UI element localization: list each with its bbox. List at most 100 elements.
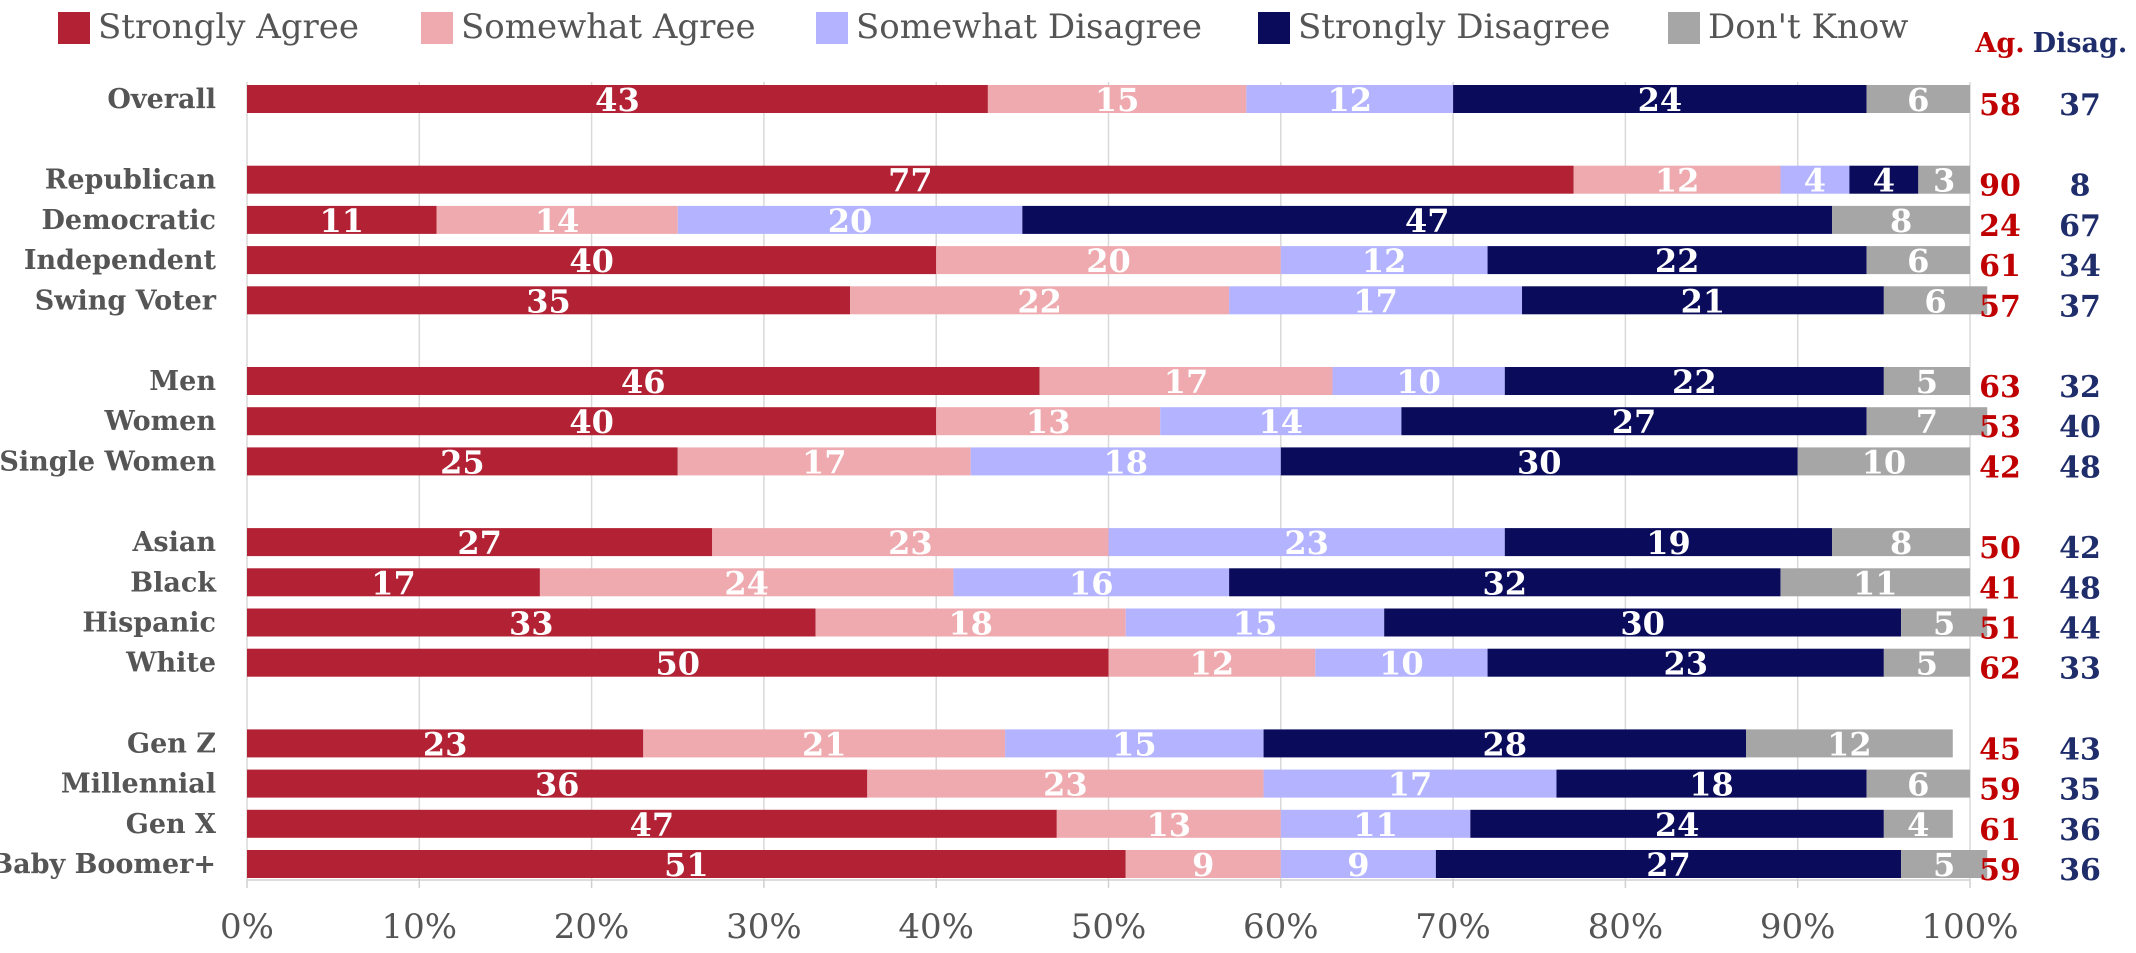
segment-value-label: 27 [457,524,502,562]
segment-value-label: 13 [1147,806,1192,844]
segment-value-label: 12 [1362,242,1407,280]
segment-value-label: 47 [1405,202,1450,240]
segment-value-label: 25 [440,443,485,481]
bar-segment-somewhat-disagree [1160,407,1402,436]
bar-segment-don-t-know [1832,528,1970,557]
segment-value-label: 20 [1086,242,1131,280]
bar-row-gen-x: Gen X 47 13 11 24 4 61 36 [126,806,2101,848]
net-disagree-value: 67 [2059,209,2101,244]
legend-label: Don't Know [1708,7,1908,47]
segment-value-label: 12 [1327,81,1372,119]
bar-segment-strongly-agree [247,769,868,798]
bar-segment-somewhat-disagree [1108,528,1505,557]
segment-value-label: 7 [1916,403,1938,441]
bar-row-white: White 50 12 10 23 5 62 33 [125,645,2101,687]
net-disagree-value: 42 [2059,531,2101,566]
net-disagree-value: 35 [2059,773,2101,808]
bar-segment-strongly-agree [247,447,678,476]
x-tick-label: 20% [554,907,630,947]
bar-segment-strongly-disagree [1556,769,1867,798]
bar-segment-somewhat-agree [1573,165,1781,194]
segment-value-label: 40 [569,242,614,280]
segment-value-label: 18 [1689,766,1734,804]
bar-segment-somewhat-agree [850,286,1230,315]
bar-segment-strongly-agree [247,850,1126,878]
bar-segment-somewhat-agree [815,608,1126,637]
net-agree-value: 59 [1979,853,2021,888]
x-axis: 0% 10% 20% 30% 40% 50% 60% 70% 80% 90% 100% [220,879,2019,947]
bar-segment-don-t-know [1866,246,1970,275]
net-agree-value: 61 [1979,249,2021,284]
bar-row-republican: Republican 77 12 4 4 3 90 8 [45,162,2091,204]
bar-segment-somewhat-disagree [1005,729,1264,758]
bar-segment-somewhat-disagree [1246,85,1454,113]
row-label: Asian [131,527,216,558]
bar-row-black: Black 17 24 16 32 11 41 48 [130,564,2101,606]
row-label: Overall [107,84,216,115]
segment-value-label: 35 [526,282,571,320]
segment-value-label: 11 [1853,564,1898,602]
bar-segment-strongly-disagree [1487,648,1884,677]
segment-value-label: 23 [1043,766,1088,804]
bar-segment-don-t-know [1746,729,1953,758]
segment-value-label: 10 [1396,363,1441,401]
segment-value-label: 18 [948,605,993,643]
segment-value-label: 17 [371,564,416,602]
net-disagree-value: 32 [2059,370,2101,405]
net-agree-value: 45 [1979,732,2021,767]
x-tick-label: 80% [1588,907,1664,947]
bar-segment-strongly-disagree [1401,407,1867,436]
legend-swatch [1668,12,1700,44]
row-label: White [125,648,216,679]
segment-value-label: 17 [802,443,847,481]
segment-value-label: 15 [1095,81,1140,119]
legend-swatch [421,12,453,44]
segment-value-label: 5 [1916,645,1938,683]
bar-segment-strongly-agree [247,809,1057,838]
bar-segment-don-t-know [1780,568,1970,597]
bar-segment-strongly-disagree [1470,809,1884,838]
segment-value-label: 12 [1190,645,1235,683]
bar-segment-somewhat-agree [677,447,971,476]
segment-value-label: 21 [802,725,847,763]
x-tick-label: 50% [1071,907,1147,947]
row-label: Black [130,567,217,598]
bar-segment-somewhat-agree [936,246,1281,275]
net-agree-value: 90 [1979,169,2021,204]
segment-value-label: 46 [621,363,666,401]
bar-segment-strongly-disagree [1453,85,1867,113]
bar-segment-strongly-agree [247,286,851,315]
bar-row-asian: Asian 27 23 23 19 8 50 42 [131,524,2100,566]
segment-value-label: 23 [1663,645,1708,683]
segment-value-label: 5 [1933,846,1955,884]
legend-label: Strongly Agree [98,7,359,47]
segment-value-label: 4 [1804,162,1826,200]
bar-row-overall: Overall 43 15 12 24 6 58 37 [107,81,2101,123]
bar-row-independent: Independent 40 20 12 22 6 61 34 [24,242,2101,284]
segment-value-label: 14 [1259,403,1304,441]
bar-segment-somewhat-agree [436,205,678,234]
bar-segment-strongly-agree [247,568,540,597]
bar-segment-somewhat-agree [539,568,954,597]
segment-value-label: 5 [1916,363,1938,401]
bar-segment-strongly-disagree [1849,165,1919,194]
segment-value-label: 4 [1873,162,1895,200]
row-label: Gen Z [127,728,216,759]
bar-row-baby-boomer: Baby Boomer+ 51 9 9 27 5 59 36 [0,846,2101,888]
legend: Strongly Agree Somewhat Agree Somewhat Dis… [58,7,1908,47]
segment-value-label: 22 [1655,242,1700,280]
bar-segment-somewhat-disagree [1125,608,1385,637]
bar-segment-strongly-agree [247,528,713,557]
segment-value-label: 28 [1483,725,1528,763]
bar-segment-strongly-agree [247,367,1040,395]
segment-value-label: 17 [1164,363,1209,401]
segment-value-label: 5 [1933,605,1955,643]
legend-item-don-t-know: Don't Know [1668,7,1908,47]
segment-value-label: 19 [1646,524,1691,562]
segment-value-label: 15 [1233,605,1278,643]
bar-segment-somewhat-disagree [1263,769,1557,798]
segment-value-label: 10 [1379,645,1424,683]
net-disagree-value: 34 [2059,249,2101,284]
segment-value-label: 12 [1827,725,1872,763]
segment-value-label: 11 [319,202,364,240]
